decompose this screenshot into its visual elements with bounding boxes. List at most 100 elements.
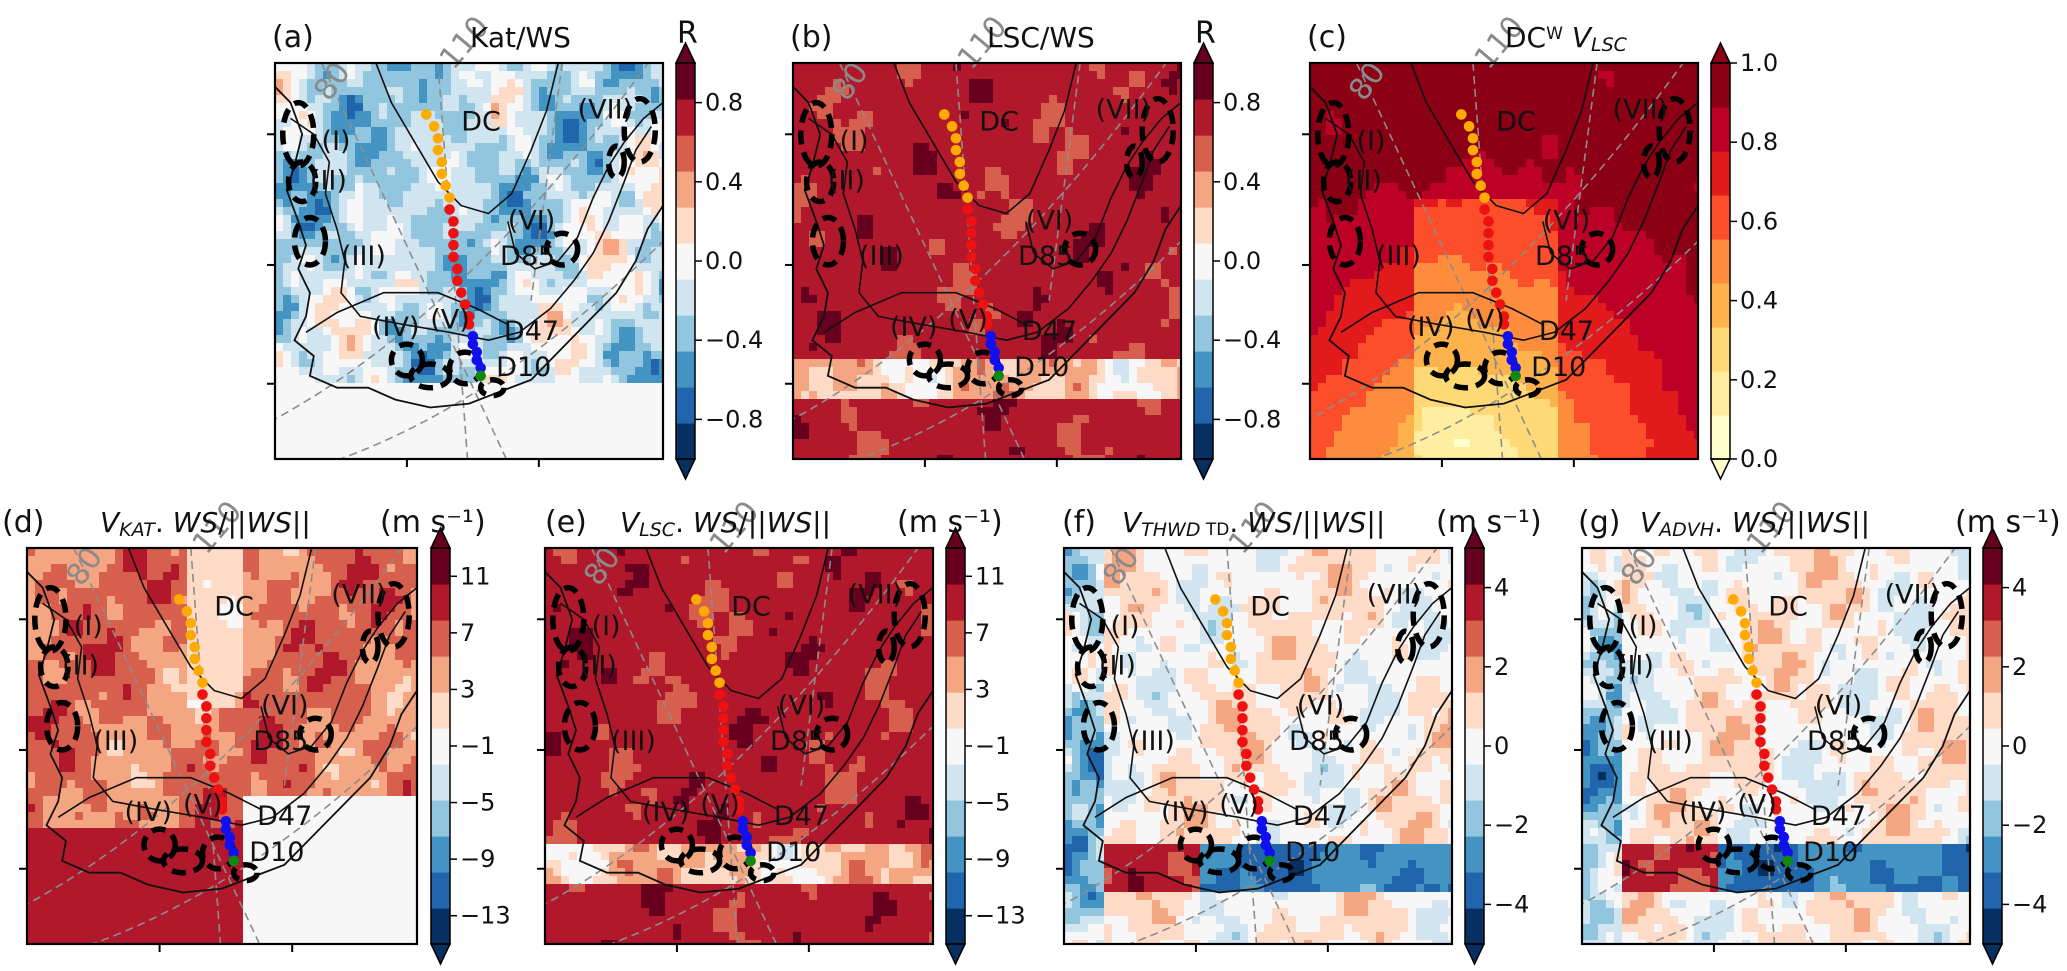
traverse-point — [448, 227, 459, 239]
colorbar-tick-label: 0 — [2012, 732, 2027, 760]
map-frame — [1308, 61, 1700, 461]
latitude-circle — [275, 63, 649, 420]
region-outline — [37, 644, 71, 690]
colorbar: 0.8 0.4 0.0 −0.4 −0.8 R — [674, 16, 763, 481]
title-part: WS — [1247, 506, 1292, 539]
region-outline — [605, 143, 627, 181]
colorbar-label: (m s⁻¹) — [1436, 505, 1542, 540]
region-outline — [1332, 715, 1370, 753]
colorbar-tick-label: −13 — [975, 902, 1026, 930]
colorbar: 11 7 3 −1 −5 −9 −13 (m s⁻¹) — [897, 505, 1026, 966]
title-part: V — [1640, 506, 1661, 539]
traverse-point — [440, 180, 452, 192]
region-label: (I) — [1111, 611, 1140, 642]
colorbar-tick-label: 1.0 — [1740, 49, 1778, 77]
colorbar-tick-label: −0.4 — [1223, 326, 1281, 354]
elevation-contour — [1079, 602, 1442, 827]
graticule — [793, 63, 1181, 459]
colorbar-segment — [431, 692, 450, 729]
title-part: LSC — [639, 519, 676, 541]
region-outline — [1784, 862, 1814, 884]
colorbar-extend-min — [429, 943, 452, 966]
traverse-point — [189, 653, 200, 665]
colorbar-segment — [1983, 800, 2002, 837]
colorbar-segment — [431, 584, 450, 621]
colorbar-segment — [1983, 908, 2002, 945]
title-part: || — [1851, 506, 1870, 539]
traverse-point — [1735, 606, 1747, 617]
region-outline — [1850, 715, 1888, 753]
site-label: D10 — [1531, 352, 1586, 383]
traverse-point — [962, 192, 973, 203]
elevation-contour — [1410, 63, 1594, 215]
colorbar-segment — [1983, 548, 2002, 585]
region-label: (IV) — [1407, 312, 1455, 343]
region-outline — [141, 826, 178, 864]
traverse-point — [1766, 784, 1778, 795]
latitude-circle — [1310, 63, 1684, 420]
region-label: (I) — [1629, 611, 1658, 642]
traverse-point — [722, 760, 733, 772]
elevation-contour — [893, 63, 1077, 215]
region-outline — [1326, 214, 1364, 268]
colorbar-frame — [1710, 62, 1731, 460]
traverse-point — [185, 629, 197, 641]
colorbar-segment — [676, 423, 695, 460]
colorbar-segment — [676, 207, 695, 244]
traverse-point — [1494, 299, 1506, 310]
site-label: DC — [1496, 106, 1536, 137]
traverse-point — [181, 606, 193, 617]
latitude-circle-outer — [89, 725, 417, 944]
region-label: (III) — [1376, 241, 1421, 272]
traverse-point — [1728, 594, 1739, 605]
colorbar-tick-label: −9 — [975, 845, 1010, 873]
traverse-point — [691, 594, 702, 605]
region-outline — [1592, 644, 1626, 690]
traverse-point — [706, 653, 718, 665]
region-label: (V) — [1465, 304, 1505, 335]
traverse-point — [173, 594, 185, 605]
traverse-point — [1487, 275, 1498, 287]
colorbar-segment — [1711, 239, 1730, 284]
site-label: D10 — [249, 837, 304, 868]
region-outline — [906, 341, 944, 379]
traverse-point — [954, 168, 966, 180]
title-part: KAT — [119, 519, 156, 541]
colorbar-segment — [946, 656, 965, 693]
axis-ticks — [1056, 618, 1329, 952]
title-part: || — [812, 506, 831, 539]
traverse-points — [421, 109, 486, 382]
colorbar-segment — [431, 620, 450, 657]
site-label: D85 — [1018, 241, 1073, 272]
region-label: (II) — [828, 166, 865, 197]
region-outlines — [1587, 580, 1965, 884]
region-outline — [926, 361, 971, 391]
site-label: D47 — [504, 316, 559, 347]
traverse-point — [954, 156, 966, 168]
colorbar-tick-label: 0.8 — [1223, 89, 1261, 117]
traverse-point — [1483, 251, 1494, 263]
colorbar-extend-min — [1192, 458, 1215, 481]
map-frame — [1062, 546, 1454, 946]
coastline — [545, 571, 933, 894]
elevation-contour — [1025, 101, 1181, 270]
traverse-point — [205, 760, 216, 772]
region-label: (IV) — [890, 312, 938, 343]
colorbar-extend-min — [1463, 943, 1486, 966]
traverse-point — [197, 689, 208, 700]
colorbar-tick-label: −2 — [1494, 811, 1529, 839]
traverse-point — [1483, 216, 1494, 227]
region-outline — [43, 699, 81, 753]
colorbar-segment — [946, 728, 965, 765]
traverse-point — [1755, 712, 1766, 724]
site-label: DC — [731, 591, 771, 622]
map-frame — [543, 546, 935, 946]
panel-title: VADVH. WS/||WS|| — [1640, 506, 1870, 541]
region-outline — [477, 377, 507, 399]
coastline — [275, 86, 663, 409]
colorbar-segment — [1194, 243, 1213, 280]
elevation-contour — [823, 291, 1027, 333]
title-part: V — [100, 506, 121, 539]
traverse-point — [737, 815, 749, 827]
